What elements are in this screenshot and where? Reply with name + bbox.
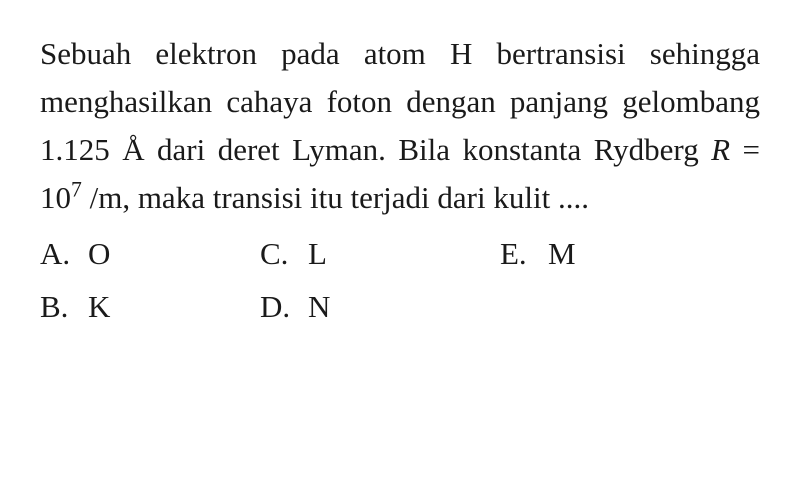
option-e: E. M <box>500 230 700 278</box>
option-a-letter: A. <box>40 230 88 278</box>
option-c: C. L <box>260 230 500 278</box>
option-b-value: K <box>88 283 110 331</box>
question-line-5-suffix: /m, maka transisi itu terjadi dari <box>82 180 486 215</box>
option-a: A. O <box>40 230 260 278</box>
variable-r: R <box>711 132 730 167</box>
option-e-letter: E. <box>500 230 548 278</box>
option-c-letter: C. <box>260 230 308 278</box>
option-e-value: M <box>548 230 576 278</box>
question-line-4: deret Lyman. Bila konstanta Rydberg <box>218 132 699 167</box>
option-a-value: O <box>88 230 110 278</box>
options-row-2: B. K D. N <box>40 283 760 331</box>
options-row-1: A. O C. L E. M <box>40 230 760 278</box>
option-d-value: N <box>308 283 330 331</box>
question-body: Sebuah elektron pada atom H bertransisi … <box>40 30 760 222</box>
option-b-letter: B. <box>40 283 88 331</box>
exponent: 7 <box>71 178 82 202</box>
question-line-6: kulit .... <box>493 180 589 215</box>
option-d-letter: D. <box>260 283 308 331</box>
question-line-1: Sebuah elektron pada atom H bertransisi <box>40 36 626 71</box>
option-b: B. K <box>40 283 260 331</box>
option-c-value: L <box>308 230 327 278</box>
option-d: D. N <box>260 283 500 331</box>
options-container: A. O C. L E. M B. K D. N <box>40 230 760 331</box>
